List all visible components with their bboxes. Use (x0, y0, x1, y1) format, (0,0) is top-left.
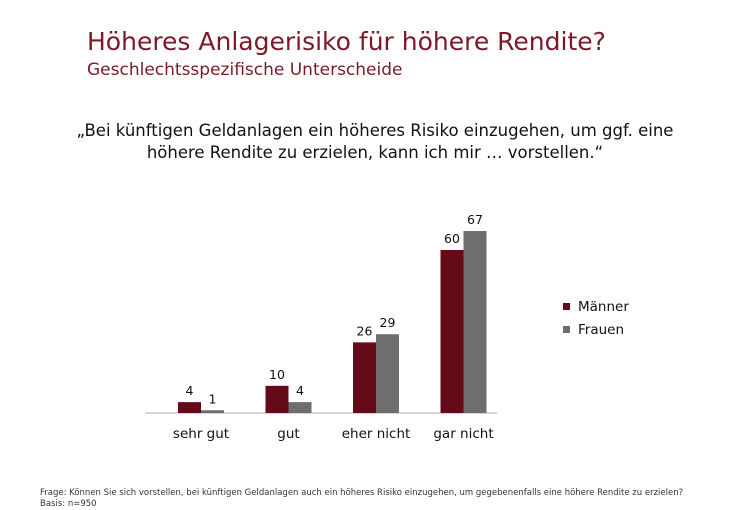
bar-männer-0 (178, 402, 201, 413)
bar-männer-3 (440, 250, 464, 413)
data-label: 26 (357, 323, 373, 338)
data-label: 10 (269, 367, 285, 382)
bar-männer-2 (353, 342, 376, 413)
category-label: eher nicht (342, 426, 411, 442)
bar-frauen-3 (463, 231, 487, 413)
data-label: 60 (444, 231, 460, 246)
page-title: Höheres Anlagerisiko für höhere Rendite? (87, 27, 606, 56)
bar-frauen-1 (288, 402, 312, 413)
data-label: 4 (186, 383, 194, 398)
legend-label: Frauen (578, 322, 624, 338)
category-label: gut (277, 426, 299, 442)
legend-label: Männer (578, 299, 629, 315)
bar-männer-1 (265, 385, 289, 413)
footer-question: Frage: Können Sie sich vorstellen, bei k… (40, 488, 684, 498)
category-label: sehr gut (173, 426, 229, 442)
data-label: 4 (296, 383, 304, 398)
question-quote: „Bei künftigen Geldanlagen ein höheres R… (40, 120, 710, 164)
legend-swatch (563, 303, 570, 310)
footer-note: Frage: Können Sie sich vorstellen, bei k… (40, 488, 683, 510)
bar-frauen-2 (376, 334, 399, 413)
data-label: 67 (467, 212, 483, 227)
data-label: 1 (209, 391, 217, 406)
quote-line-2: höhere Rendite zu erzielen, kann ich mir… (146, 143, 604, 162)
data-label: 29 (380, 315, 396, 330)
page-subtitle: Geschlechtsspezifische Unterscheide (87, 60, 403, 80)
quote-line-1: „Bei künftigen Geldanlagen ein höheres R… (76, 121, 674, 140)
bar-frauen-0 (201, 410, 224, 413)
category-label: gar nicht (433, 426, 493, 442)
footer-basis: Basis: n=950 (40, 499, 97, 509)
legend-swatch (563, 326, 570, 333)
